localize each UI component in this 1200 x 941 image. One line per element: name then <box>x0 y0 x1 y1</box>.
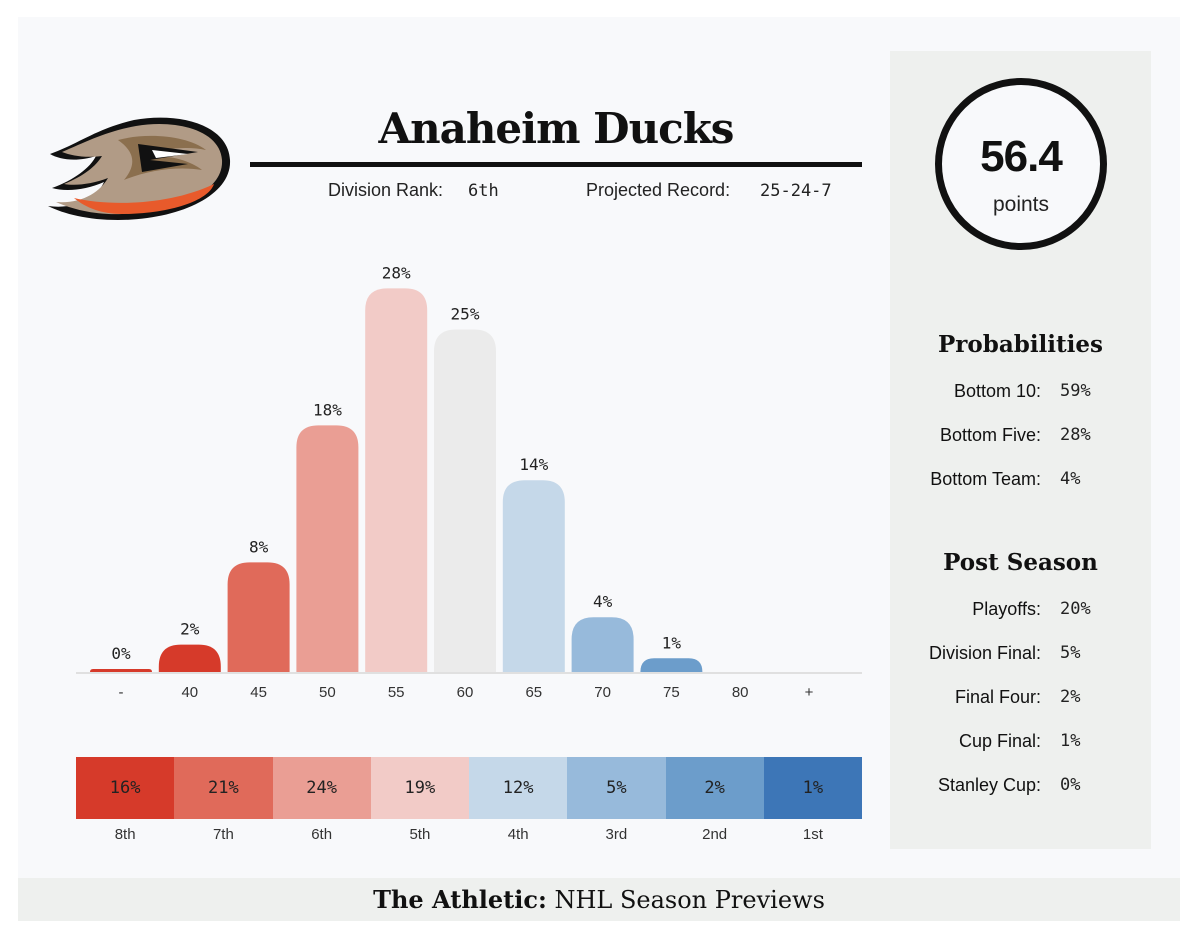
x-tick-label: 80 <box>732 684 749 701</box>
finish-label: 6th <box>311 826 333 843</box>
probability-row: Bottom Team: 4% <box>890 469 1151 493</box>
probability-value: 59% <box>1060 381 1091 401</box>
postseason-heading: Post Season <box>943 549 1098 576</box>
bar-value-label: 1% <box>662 633 682 652</box>
bar-value-label: 0% <box>111 644 131 663</box>
bar-value-label: 18% <box>313 400 342 419</box>
postseason-label: Playoffs: <box>972 599 1041 619</box>
division-rank-label: Division Rank: <box>328 180 444 200</box>
distribution-bar <box>434 329 496 672</box>
finish-label: 8th <box>114 826 136 843</box>
probability-value: 28% <box>1060 425 1091 445</box>
finish-label: 3rd <box>605 826 628 843</box>
postseason-label: Stanley Cup: <box>937 775 1041 795</box>
probability-row: Bottom Five: 28% <box>890 425 1151 449</box>
division-rank-value: 6th <box>468 181 499 201</box>
division-finish-strip: 16% 21% 24% 19% 12% 5% 2% 1% <box>76 757 862 819</box>
postseason-value: 1% <box>1060 731 1081 751</box>
postseason-row: Stanley Cup: 0% <box>890 775 1151 799</box>
bar-value-label: 2% <box>180 620 200 639</box>
postseason-value: 20% <box>1060 599 1091 619</box>
distribution-bar <box>640 658 703 672</box>
x-tick-label: 75 <box>663 684 680 701</box>
postseason-value: 0% <box>1060 775 1081 795</box>
finish-cell: 1% <box>763 757 862 819</box>
team-name: Anaheim Ducks <box>378 104 735 153</box>
footer-brand: The Athletic: <box>373 885 547 914</box>
finish-label: 7th <box>212 826 234 843</box>
x-tick-label: - <box>119 684 124 701</box>
team-logo <box>48 117 231 220</box>
x-tick-label: 45 <box>250 684 267 701</box>
postseason-label: Division Final: <box>928 643 1041 663</box>
x-tick-label: 40 <box>181 684 198 701</box>
postseason-value: 2% <box>1060 687 1081 707</box>
distribution-bar <box>90 669 152 672</box>
probability-value: 4% <box>1060 469 1081 489</box>
bar-value-label: 14% <box>519 455 548 474</box>
postseason-row: Division Final: 5% <box>890 643 1151 667</box>
bar-value-label: 28% <box>382 263 411 282</box>
x-tick-label: 60 <box>457 684 474 701</box>
distribution-bar <box>296 425 359 672</box>
distribution-bar <box>571 617 634 672</box>
postseason-row: Final Four: 2% <box>890 687 1151 711</box>
finish-cell: 2% <box>665 757 764 819</box>
finish-cell: 24% <box>272 757 371 819</box>
postseason-label: Final Four: <box>954 687 1041 707</box>
finish-label: 2nd <box>702 826 728 843</box>
title-rule <box>250 162 862 167</box>
finish-cell: 5% <box>567 757 666 819</box>
probability-label: Bottom 10: <box>953 381 1041 401</box>
projected-points-value: 56.4 <box>980 132 1063 181</box>
finish-cell: 21% <box>174 757 273 819</box>
x-tick-label: 65 <box>525 684 542 701</box>
finish-cell: 16% <box>76 757 175 819</box>
distribution-bar <box>227 562 290 672</box>
bar-value-label: 8% <box>249 537 269 556</box>
division-finish-labels: 8th 7th 6th 5th 4th 3rd 2nd 1st <box>76 826 862 843</box>
postseason-label: Cup Final: <box>958 731 1041 751</box>
probabilities-heading: Probabilities <box>938 331 1103 358</box>
finish-label: 4th <box>507 826 529 843</box>
bar-value-label: 25% <box>451 305 480 324</box>
bar-value-label: 4% <box>593 592 613 611</box>
postseason-value: 5% <box>1060 643 1081 663</box>
distribution-bar <box>365 288 428 672</box>
projected-record-label: Projected Record: <box>586 180 731 200</box>
projected-points-unit: points <box>992 193 1050 216</box>
probability-label: Bottom Team: <box>930 469 1041 489</box>
finish-cell: 12% <box>469 757 568 819</box>
finish-label: 5th <box>409 826 431 843</box>
x-tick-label: 70 <box>594 684 611 701</box>
probability-row: Bottom 10: 59% <box>890 381 1151 405</box>
postseason-row: Playoffs: 20% <box>890 599 1151 623</box>
footer-text: NHL Season Previews <box>554 886 825 914</box>
finish-label: 1st <box>802 826 823 843</box>
x-tick-label: 50 <box>319 684 336 701</box>
x-tick-label: + <box>805 684 814 701</box>
projected-points-circle: 56.4 points <box>935 78 1107 250</box>
x-tick-label: 55 <box>388 684 405 701</box>
projected-record-value: 25-24-7 <box>760 181 832 201</box>
footer: The Athletic: NHL Season Previews <box>18 878 1180 921</box>
distribution-bar <box>502 480 565 672</box>
postseason-row: Cup Final: 1% <box>890 731 1151 755</box>
probability-label: Bottom Five: <box>939 425 1041 445</box>
distribution-bar <box>158 644 221 672</box>
finish-cell: 19% <box>370 757 469 819</box>
